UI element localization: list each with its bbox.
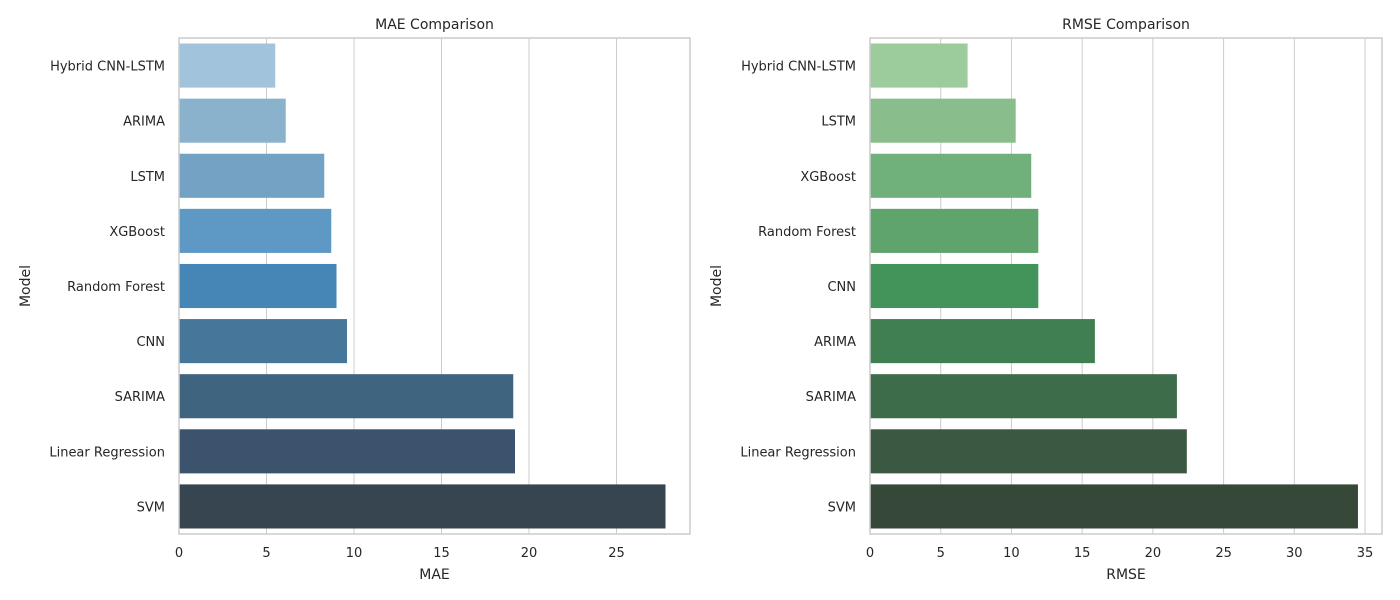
x-tick-label: 10 — [346, 546, 363, 561]
x-tick-label: 15 — [1074, 546, 1091, 561]
bar-arima — [870, 319, 1095, 364]
bar-xgboost — [179, 208, 332, 253]
x-tick-label: 20 — [1145, 546, 1162, 561]
bar-sarima — [870, 374, 1177, 419]
x-tick-label: 5 — [937, 546, 945, 561]
category-label: Linear Regression — [49, 445, 165, 460]
x-tick-label: 25 — [608, 546, 625, 561]
bar-xgboost — [870, 153, 1032, 198]
x-tick-label: 25 — [1215, 546, 1232, 561]
category-label: CNN — [827, 280, 856, 295]
x-tick-label: 10 — [1003, 546, 1020, 561]
chart-title: RMSE Comparison — [1062, 17, 1190, 33]
x-tick-label: 20 — [521, 546, 538, 561]
x-tick-label: 0 — [175, 546, 183, 561]
category-label: SVM — [828, 500, 856, 515]
bar-cnn — [870, 263, 1039, 309]
y-axis-label: Model — [709, 265, 725, 307]
category-label: XGBoost — [109, 225, 165, 240]
category-label: LSTM — [130, 170, 165, 185]
bar-svm — [870, 484, 1358, 529]
plot-frame — [178, 37, 691, 535]
bar-arima — [179, 98, 286, 143]
bar-random-forest — [870, 208, 1039, 253]
plot-frame — [869, 37, 1383, 535]
y-axis-label: Model — [18, 265, 34, 307]
category-label: Random Forest — [67, 280, 165, 295]
bar-lstm — [870, 98, 1016, 143]
bar-linear-regression — [870, 429, 1187, 474]
category-label: SARIMA — [115, 390, 165, 405]
bar-linear-regression — [179, 429, 515, 474]
bar-hybrid-cnn-lstm — [870, 43, 968, 88]
category-label: SVM — [137, 500, 165, 515]
bar-hybrid-cnn-lstm — [179, 43, 276, 88]
x-tick-label: 0 — [866, 546, 874, 561]
x-tick-label: 15 — [433, 546, 450, 561]
category-label: Linear Regression — [740, 445, 856, 460]
category-label: Hybrid CNN-LSTM — [741, 60, 856, 75]
category-label: CNN — [136, 335, 165, 350]
x-tick-label: 5 — [262, 546, 270, 561]
category-label: SARIMA — [806, 390, 856, 405]
category-label: ARIMA — [123, 115, 165, 130]
bar-random-forest — [179, 263, 337, 309]
x-axis-label: MAE — [419, 567, 450, 583]
category-label: XGBoost — [800, 170, 856, 185]
x-tick-label: 35 — [1357, 546, 1374, 561]
chart-panel-2: Hybrid CNN-LSTM LSTM XGBoost Random Forest C… — [709, 17, 1383, 583]
bar-sarima — [179, 374, 514, 419]
bar-lstm — [179, 153, 325, 198]
category-label: ARIMA — [814, 335, 856, 350]
x-axis-label: RMSE — [1106, 567, 1146, 583]
chart-title: MAE Comparison — [375, 17, 494, 33]
bar-svm — [179, 484, 666, 529]
category-label: Hybrid CNN-LSTM — [50, 60, 165, 75]
bar-cnn — [179, 319, 347, 364]
category-label: Random Forest — [758, 225, 856, 240]
category-label: LSTM — [821, 115, 856, 130]
x-tick-label: 30 — [1286, 546, 1303, 561]
chart-panel-1: Hybrid CNN-LSTM ARIMA LSTM XGBoost Random Fo… — [18, 17, 691, 583]
